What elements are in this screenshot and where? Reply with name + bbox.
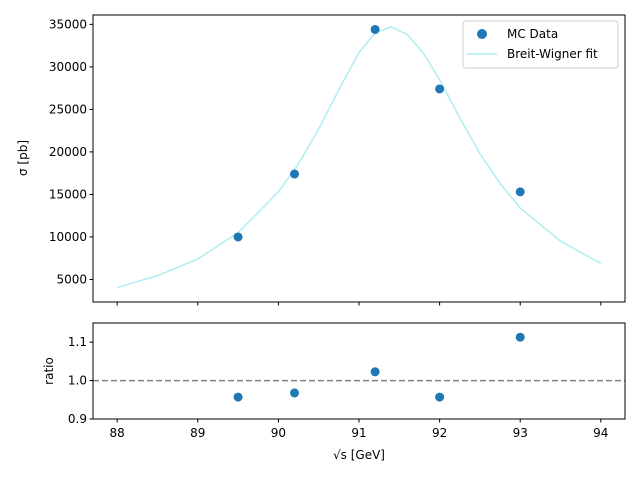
ratio-y-tick-label: 1.0 xyxy=(68,374,87,388)
ratio-data-point xyxy=(435,392,445,402)
data-point-mc-data xyxy=(233,232,243,242)
x-tick-label: 89 xyxy=(190,426,205,440)
fit-curve-layer xyxy=(116,26,602,289)
x-tick-label: 93 xyxy=(513,426,528,440)
x-tick-label: 90 xyxy=(271,426,286,440)
legend-box xyxy=(462,20,619,69)
data-point-mc-data xyxy=(370,24,380,34)
main-y-tick-label: 25000 xyxy=(49,102,87,116)
data-point-mc-data xyxy=(515,187,525,197)
ratio-data-point xyxy=(515,332,525,342)
main-y-tick-label: 10000 xyxy=(49,230,87,244)
ratio-y-axis-label: ratio xyxy=(42,357,56,385)
ratio-panel: 0.9 1.0 1.1 88 89 90 91 92 93 94 ratio √s [GeV] xyxy=(42,322,626,462)
ratio-data-point xyxy=(370,367,380,377)
main-y-tick-label: 35000 xyxy=(49,17,87,31)
main-y-ticks: 5000 10000 15000 20000 25000 30000 35000 xyxy=(49,17,93,286)
ratio-y-ticks: 0.9 1.0 1.1 xyxy=(68,335,93,426)
main-y-tick-label: 20000 xyxy=(49,145,87,159)
ratio-data-point xyxy=(290,388,300,398)
data-point-mc-data xyxy=(290,169,300,179)
legend: MC Data Breit-Wigner fit xyxy=(462,20,619,69)
x-axis-label: √s [GeV] xyxy=(333,448,385,462)
ratio-y-tick-label: 0.9 xyxy=(68,412,87,426)
main-y-tick-label: 15000 xyxy=(49,187,87,201)
ratio-points-layer xyxy=(233,332,525,402)
ratio-y-tick-label: 1.1 xyxy=(68,335,87,349)
x-tick-label: 91 xyxy=(351,426,366,440)
main-y-tick-label: 30000 xyxy=(49,60,87,74)
main-points-layer xyxy=(233,24,525,242)
ratio-data-point xyxy=(233,392,243,402)
x-tick-label: 92 xyxy=(432,426,447,440)
data-point-mc-data xyxy=(435,84,445,94)
main-panel: 5000 10000 15000 20000 25000 30000 35000 σ [pb… xyxy=(16,14,626,306)
ratio-x-ticks: 88 89 90 91 92 93 94 xyxy=(110,419,608,440)
x-tick-label: 88 xyxy=(110,426,125,440)
main-x-ticks xyxy=(116,302,602,306)
main-y-tick-label: 5000 xyxy=(56,272,87,286)
legend-label-mc-data: MC Data xyxy=(507,27,558,41)
series-line-breit-wigner-fit xyxy=(116,26,602,289)
main-y-axis-label: σ [pb] xyxy=(16,140,30,176)
legend-label-fit: Breit-Wigner fit xyxy=(507,47,598,61)
x-tick-label: 94 xyxy=(593,426,608,440)
legend-marker-mc-data xyxy=(477,29,487,39)
